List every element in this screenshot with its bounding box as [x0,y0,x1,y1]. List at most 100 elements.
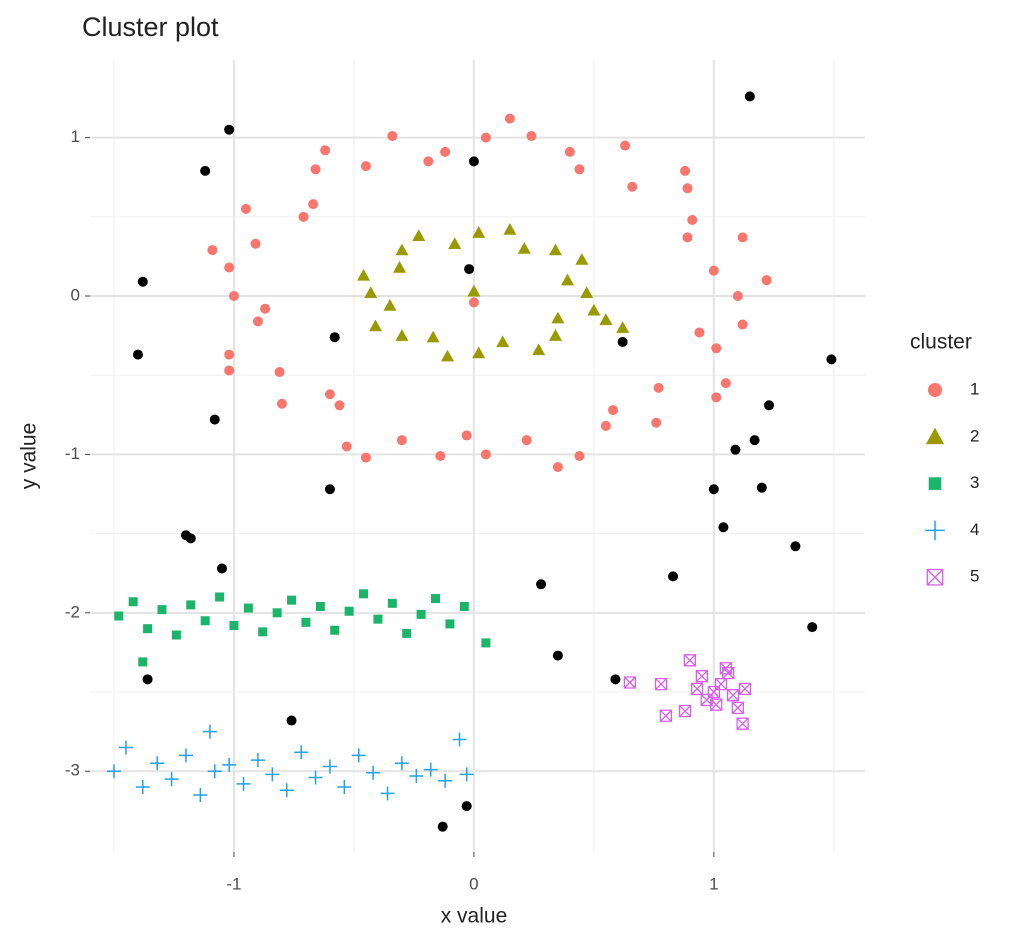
point [193,787,208,802]
point [426,330,440,343]
point [274,367,285,378]
point [272,608,282,618]
y-tick-label: -2 [65,602,80,621]
point [738,682,752,695]
point [653,382,664,393]
point [128,597,138,607]
point [286,715,297,726]
point [366,765,381,780]
point [298,211,309,222]
point [324,484,335,495]
point [207,245,218,256]
point [711,343,722,354]
point [461,430,472,441]
point [178,748,193,763]
x-axis-title: x value [441,905,508,928]
y-tick-label: -1 [65,444,80,463]
point [551,311,565,324]
point [200,616,210,626]
point [610,674,621,685]
point [452,732,467,747]
point [142,674,153,685]
point [445,619,455,629]
point [468,156,479,167]
x-tick-label: 0 [469,874,478,893]
point [412,229,426,242]
point [395,243,409,256]
legend-label: 2 [970,426,979,445]
point [135,780,150,795]
point [380,786,395,801]
point [224,262,235,273]
point [441,349,455,362]
point [683,654,696,667]
point [150,756,165,771]
point [228,291,239,302]
point [351,748,366,763]
point [114,611,124,621]
point [308,770,323,785]
point [260,303,271,314]
point [373,614,383,624]
y-tick-label: -3 [65,761,80,780]
point [387,131,398,142]
point [294,745,309,760]
point [279,783,294,798]
legend-label: 3 [970,473,979,492]
point [552,462,563,473]
legend-title: cluster [910,331,972,354]
point [357,268,371,281]
point [224,365,235,376]
point [240,203,251,214]
point [496,335,510,348]
point [143,624,153,634]
point [749,435,760,446]
point [714,677,728,691]
point [472,346,486,359]
point [620,140,631,151]
point [472,226,486,238]
point [616,321,630,333]
point [521,435,532,446]
point [222,757,237,772]
point [722,666,735,680]
point [608,405,619,416]
point [468,297,479,308]
point [459,601,469,611]
point [575,253,589,265]
point [383,299,397,311]
point [224,124,235,135]
point [185,533,196,544]
legend-key [925,427,945,445]
point [416,609,426,619]
point [708,265,719,276]
point [574,164,585,175]
point [517,241,531,254]
legend-label: 1 [970,379,979,398]
point [334,400,345,411]
point [308,199,319,210]
point [461,801,472,812]
point [737,232,748,243]
legend-key [926,568,944,586]
point [216,563,227,574]
point [402,628,412,638]
point [654,677,668,691]
point [623,676,637,689]
point [731,701,744,715]
point [394,756,409,771]
point [726,689,740,702]
point [600,420,611,431]
point [437,821,448,832]
point [186,600,196,610]
point [243,603,253,613]
point [617,336,628,347]
point [627,181,638,192]
point [790,541,801,552]
point [659,709,673,722]
point [807,622,818,633]
point [440,146,451,157]
x-tick-label: 1 [709,874,718,893]
point [258,627,268,637]
point [209,414,220,425]
